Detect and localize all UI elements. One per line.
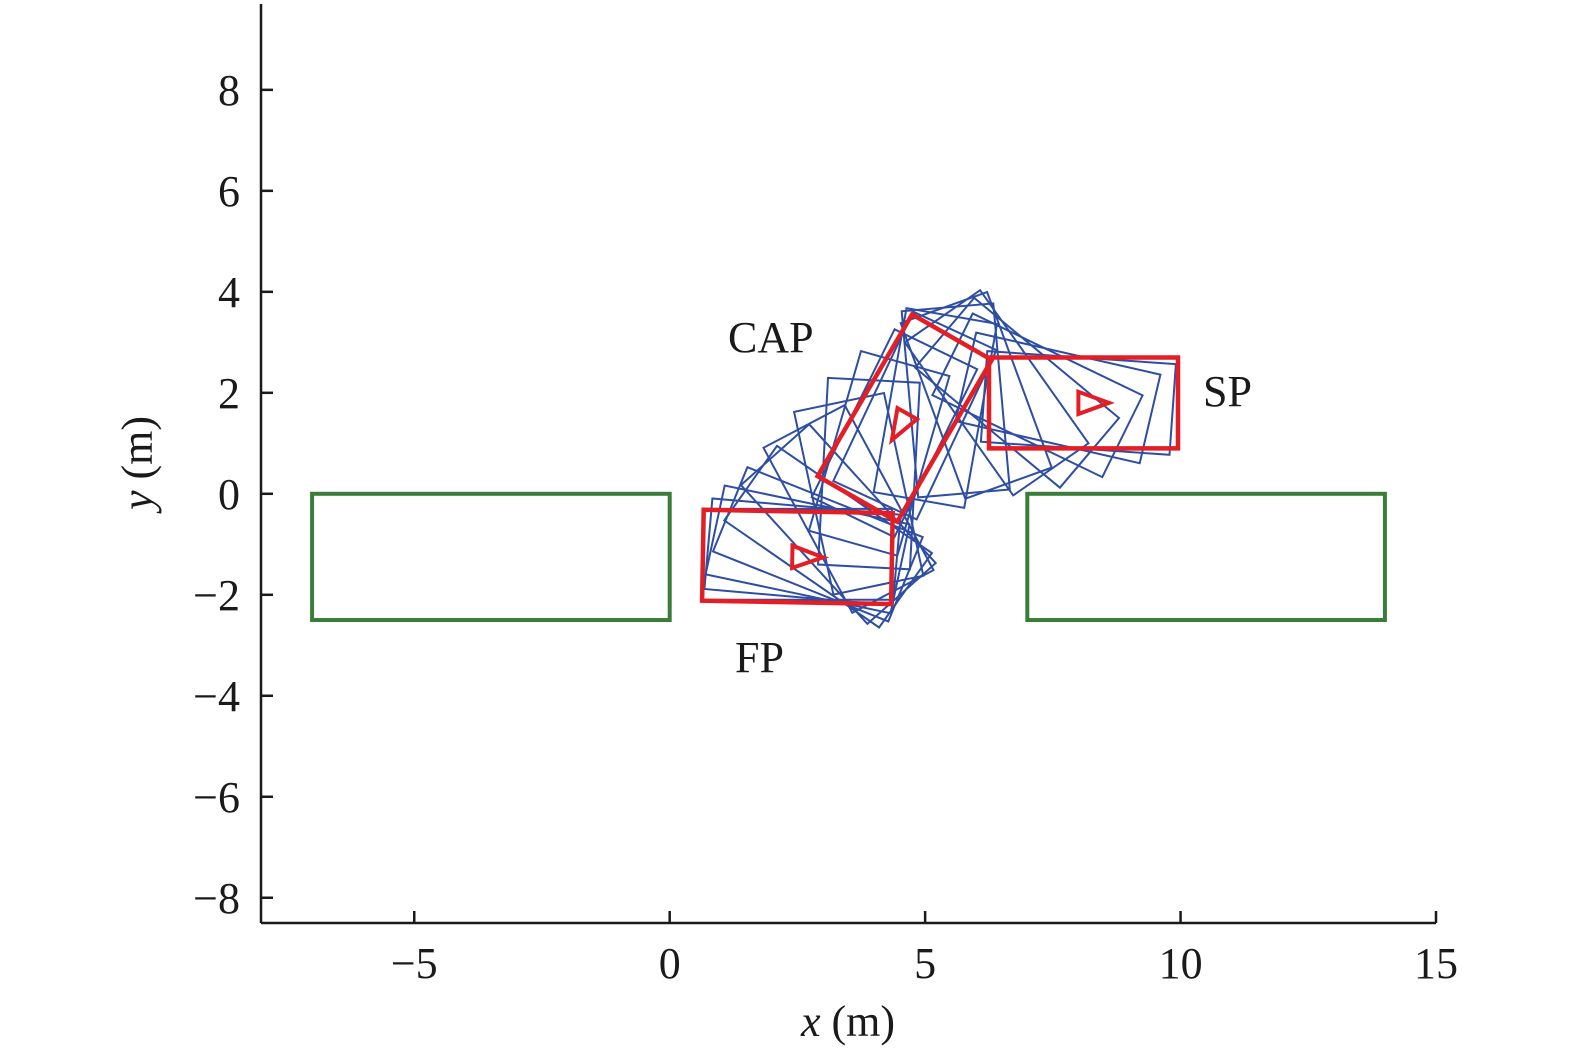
obstacle-2 [1025,491,1387,623]
trajectory-pose-7 [762,403,935,615]
x-tick-label: 0 [659,939,681,988]
y-axis-label: y (m) [113,416,162,514]
annotation-cap: CAP [728,313,814,362]
pose-sp-heading-marker [1076,388,1115,417]
y-tick-label: −8 [193,874,240,923]
y-tick-label: 0 [218,470,240,519]
y-tick-label: 4 [218,268,240,317]
obstacles-layer [310,491,1387,623]
axes-layer [259,4,1438,925]
x-tick-label: 5 [914,939,936,988]
annotation-sp: SP [1203,367,1252,416]
x-tick-label: −5 [391,939,438,988]
trajectory-pose-15 [899,290,1053,500]
trajectory-pose-3 [704,484,911,615]
trajectory-pose-8 [792,391,925,596]
trajectory-pose-12 [831,310,998,521]
labels-layer: −5 0 5 10 15 −8 −6 −4 −2 0 2 4 6 8 x (m) y (m) FP CAP SP [113,66,1458,1046]
pose-cap [814,311,995,525]
y-tick-label: −2 [193,571,240,620]
x-tick-label: 15 [1414,939,1458,988]
pose-fp-heading-marker [790,542,829,571]
y-tick-label: 8 [218,66,240,115]
pose-cap-heading-marker [888,404,921,445]
y-tick-label: 6 [218,167,240,216]
trajectory-pose-14 [900,302,1011,499]
x-axis-label: x (m) [800,997,895,1046]
trajectory-pose-9 [817,376,921,571]
trajectory-pose-4 [711,465,925,623]
trajectory-pose-13 [872,306,999,509]
y-tick-label: −6 [193,773,240,822]
annotation-fp: FP [735,633,784,682]
x-tick-label: 10 [1159,939,1203,988]
y-tick-label: −4 [193,672,240,721]
obstacle-1 [310,491,672,623]
trajectory-pose-10 [807,349,951,557]
pose-fp [699,507,895,607]
pose-sp [986,355,1181,451]
y-tick-label: 2 [218,369,240,418]
key-poses-layer [699,311,1181,607]
